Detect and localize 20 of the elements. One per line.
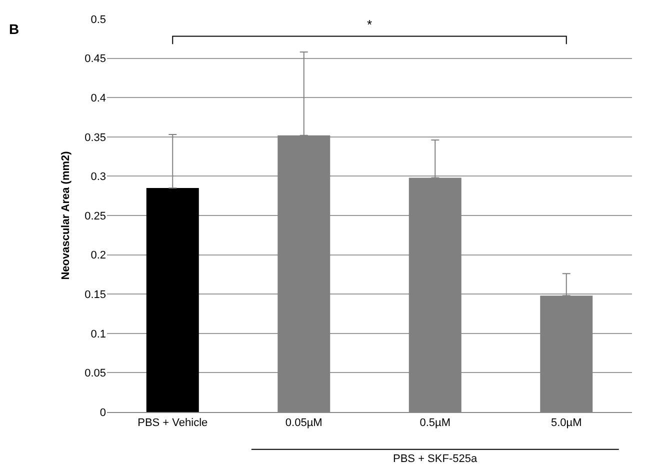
x-tick-label: 5.0µM xyxy=(550,417,582,430)
x-tick-label: PBS + Vehicle xyxy=(138,417,208,430)
annotation: * xyxy=(367,17,372,32)
y-tick-label: 0.3 xyxy=(90,171,106,184)
y-tick-label: 0.2 xyxy=(90,250,106,262)
y-tick-label: 0.15 xyxy=(84,288,106,301)
y-tick-label: 0.25 xyxy=(84,210,106,222)
y-tick-label: 0.45 xyxy=(84,53,106,66)
y-tick-label: 0 xyxy=(100,406,106,419)
y-tick-label: 0.4 xyxy=(90,92,106,104)
y-axis-title: Neovascular Area (mm2) xyxy=(60,150,72,280)
text: PBS + SKF-525a xyxy=(393,453,478,465)
y-tick-label: 0.05 xyxy=(84,368,106,380)
y-tick-label: 0.35 xyxy=(84,132,106,144)
bar xyxy=(146,188,199,412)
y-tick-label: 0.1 xyxy=(90,328,106,340)
y-tick-label: 0.5 xyxy=(90,14,106,26)
text: B xyxy=(9,21,20,37)
x-tick-label: 0.5µM xyxy=(420,417,451,430)
x-tick-label: 0.05µM xyxy=(285,417,322,430)
